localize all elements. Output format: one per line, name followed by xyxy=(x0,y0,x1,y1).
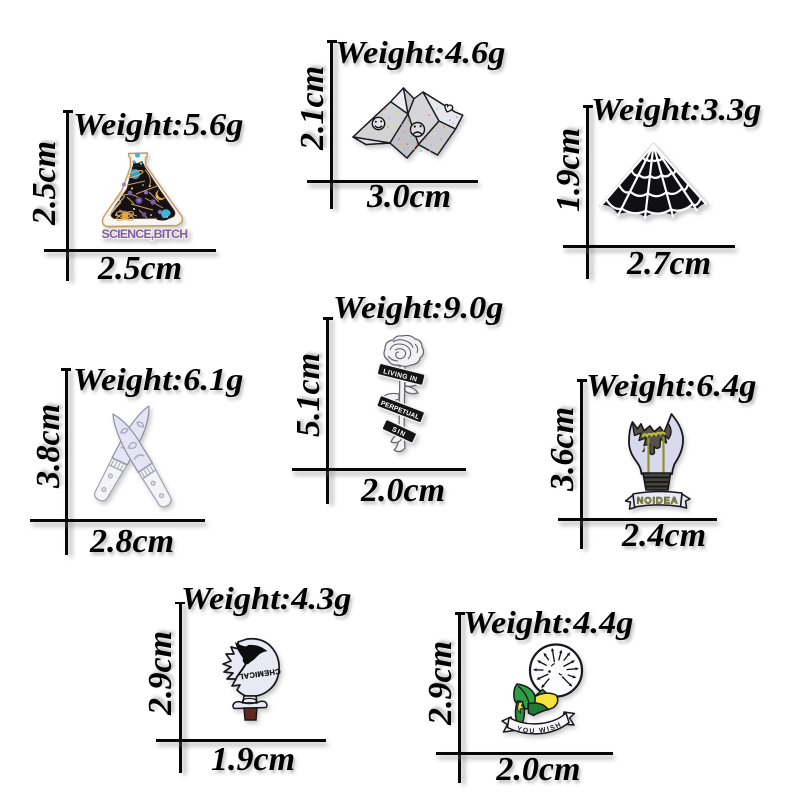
svg-text:SCIENCE,BITCH: SCIENCE,BITCH xyxy=(102,227,188,241)
svg-text:NOIDEA: NOIDEA xyxy=(637,496,679,507)
